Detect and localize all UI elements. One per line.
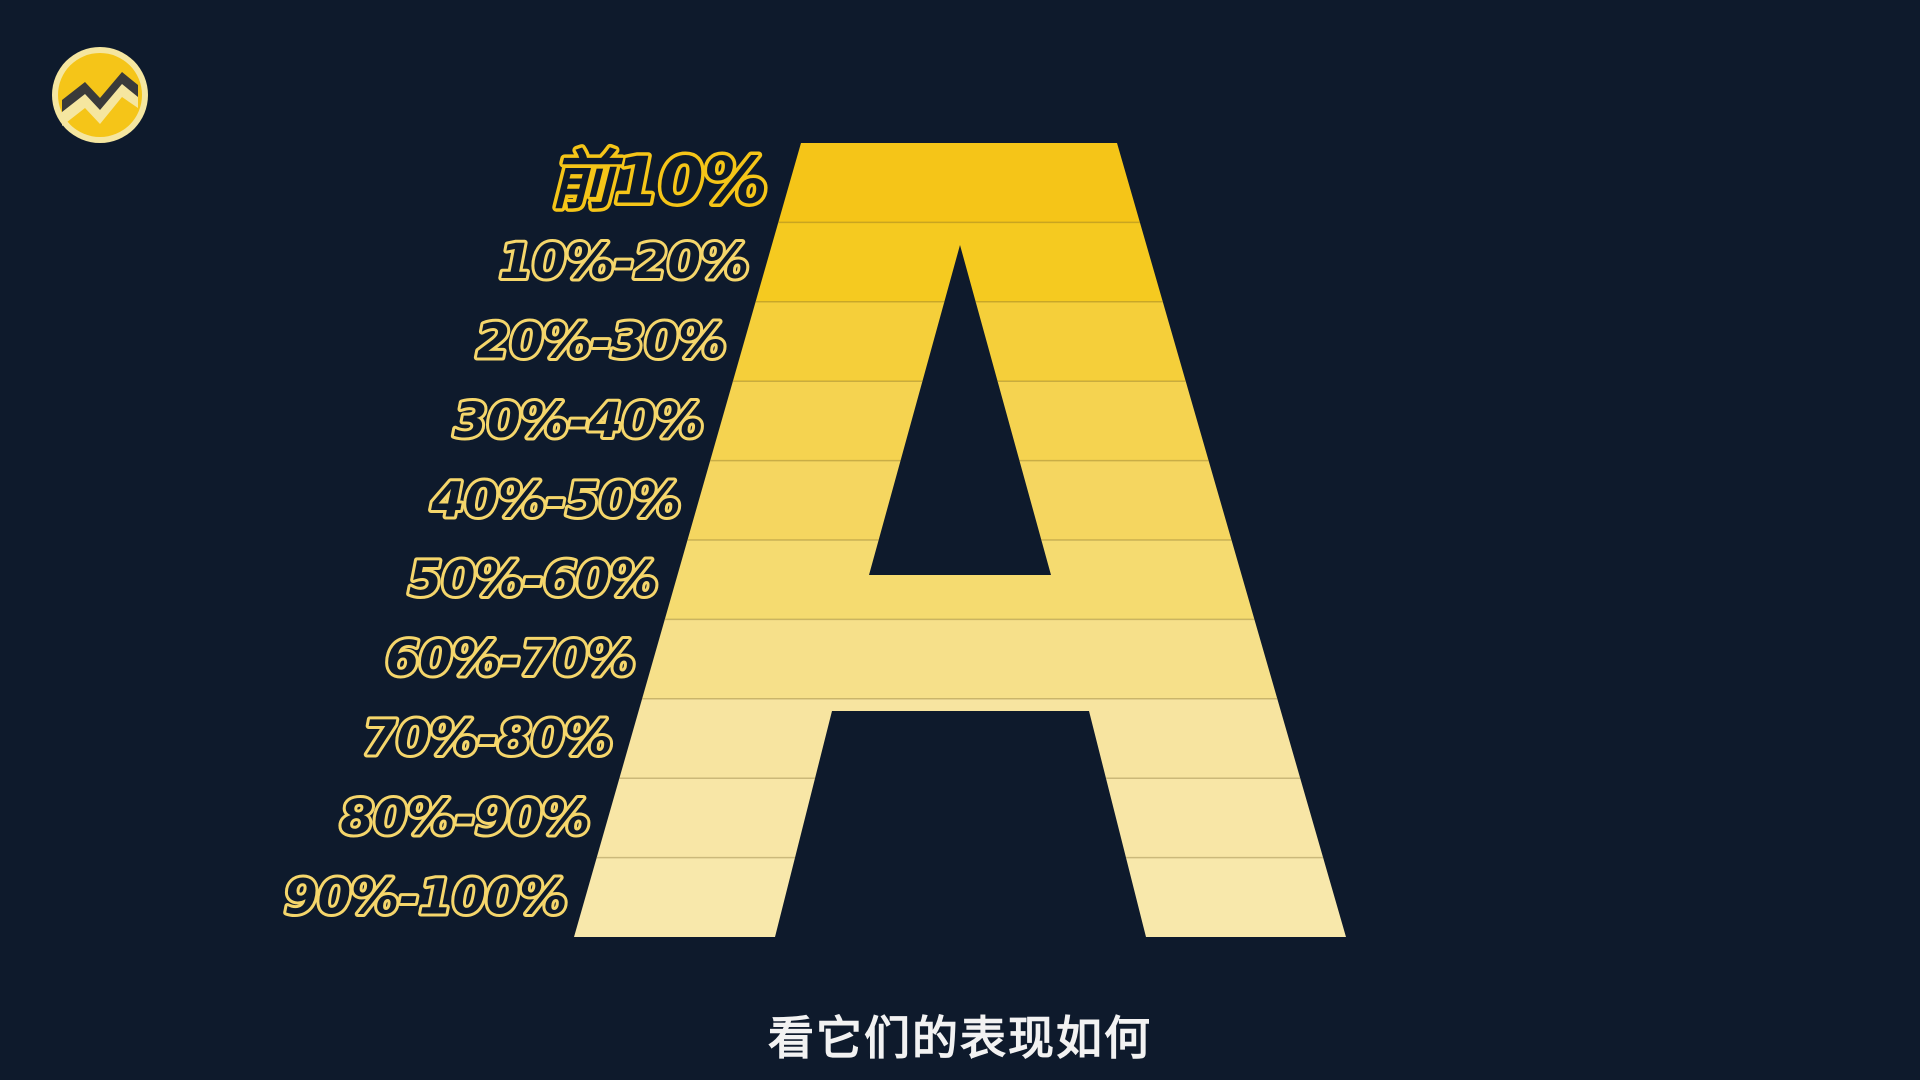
tier-label: 20%-30% <box>477 314 727 370</box>
tier-label: 90%-100% <box>284 869 567 925</box>
tier-label: 30%-40% <box>454 393 704 449</box>
tier-label: 70%-80% <box>363 711 613 767</box>
tier-label: 60%-70% <box>386 631 636 687</box>
caption: 看它们的表现如何 <box>768 1011 1152 1065</box>
tier-label: 80%-90% <box>340 790 590 846</box>
tier-label-top: 前10% <box>550 145 767 219</box>
tier-band <box>574 698 1346 779</box>
tier-labels: 前10% 10%-20% 20%-30% 30%-40% 40%-50% 50%-60% 6… <box>281 141 771 928</box>
tier-band <box>574 619 1346 700</box>
tier-label: 40%-50% <box>430 472 681 528</box>
tier-band <box>574 778 1346 859</box>
brand-logo-icon <box>52 47 148 143</box>
tier-band <box>574 540 1346 620</box>
tier-label: 10%-20% <box>499 234 749 290</box>
tier-band <box>574 857 1346 937</box>
tier-label: 50%-60% <box>408 552 658 608</box>
